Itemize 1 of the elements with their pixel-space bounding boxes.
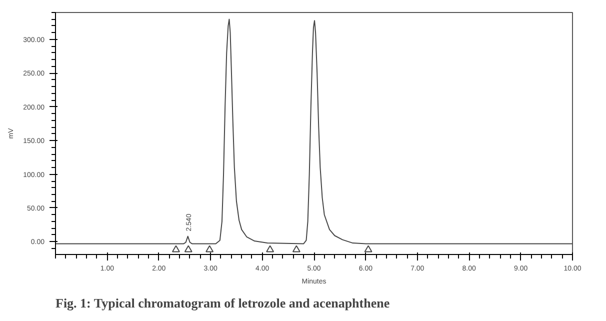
text: Fig. 1: Typical chromatogram of letrozole and acenaphthene <box>56 296 390 310</box>
